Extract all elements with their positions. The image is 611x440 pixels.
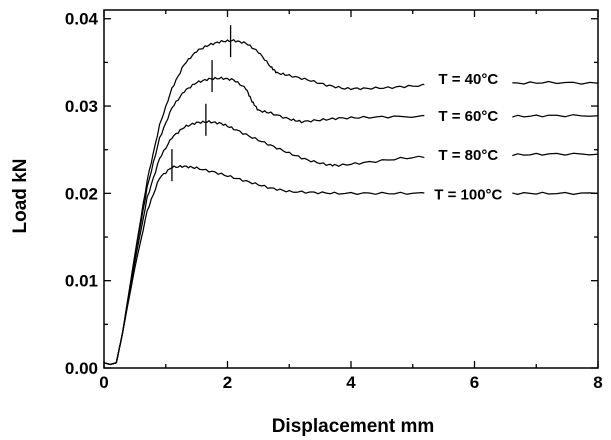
series-label-3: T = 100°C — [434, 186, 502, 203]
x-tick-label: 6 — [470, 373, 479, 392]
series-label-bg — [424, 183, 513, 203]
axes: 0 2 4 6 8 0.00 0.01 0.02 0.03 0.04 — [65, 9, 603, 392]
x-tick-label: 0 — [99, 373, 108, 392]
series-label-bg — [424, 144, 513, 164]
series-labels: T = 40°C T = 60°C T = 80°C T = 100°C — [424, 68, 513, 203]
x-tick-label: 4 — [346, 373, 356, 392]
series-label-1: T = 60°C — [438, 108, 498, 125]
series-line-0 — [103, 39, 599, 366]
y-tick-label: 0.04 — [65, 10, 99, 29]
y-tick-label: 0.03 — [65, 97, 98, 116]
y-tick-label: 0.01 — [65, 272, 98, 291]
series-line-2 — [103, 120, 599, 366]
y-axis-title: Load kN — [10, 159, 31, 234]
series-line-3 — [103, 164, 599, 366]
series-label-bg — [424, 104, 513, 124]
curves — [103, 25, 599, 366]
y-tick-label: 0.00 — [65, 359, 98, 378]
series-label-bg — [424, 68, 513, 88]
x-tick-label: 8 — [593, 373, 602, 392]
series-label-2: T = 80°C — [438, 147, 498, 164]
y-tick-label: 0.02 — [65, 184, 98, 203]
x-axis-title: Displacement mm — [272, 416, 435, 437]
x-tick-label: 2 — [223, 373, 232, 392]
series-label-0: T = 40°C — [438, 71, 498, 88]
series-line-1 — [103, 76, 599, 366]
plot-frame — [103, 9, 599, 369]
